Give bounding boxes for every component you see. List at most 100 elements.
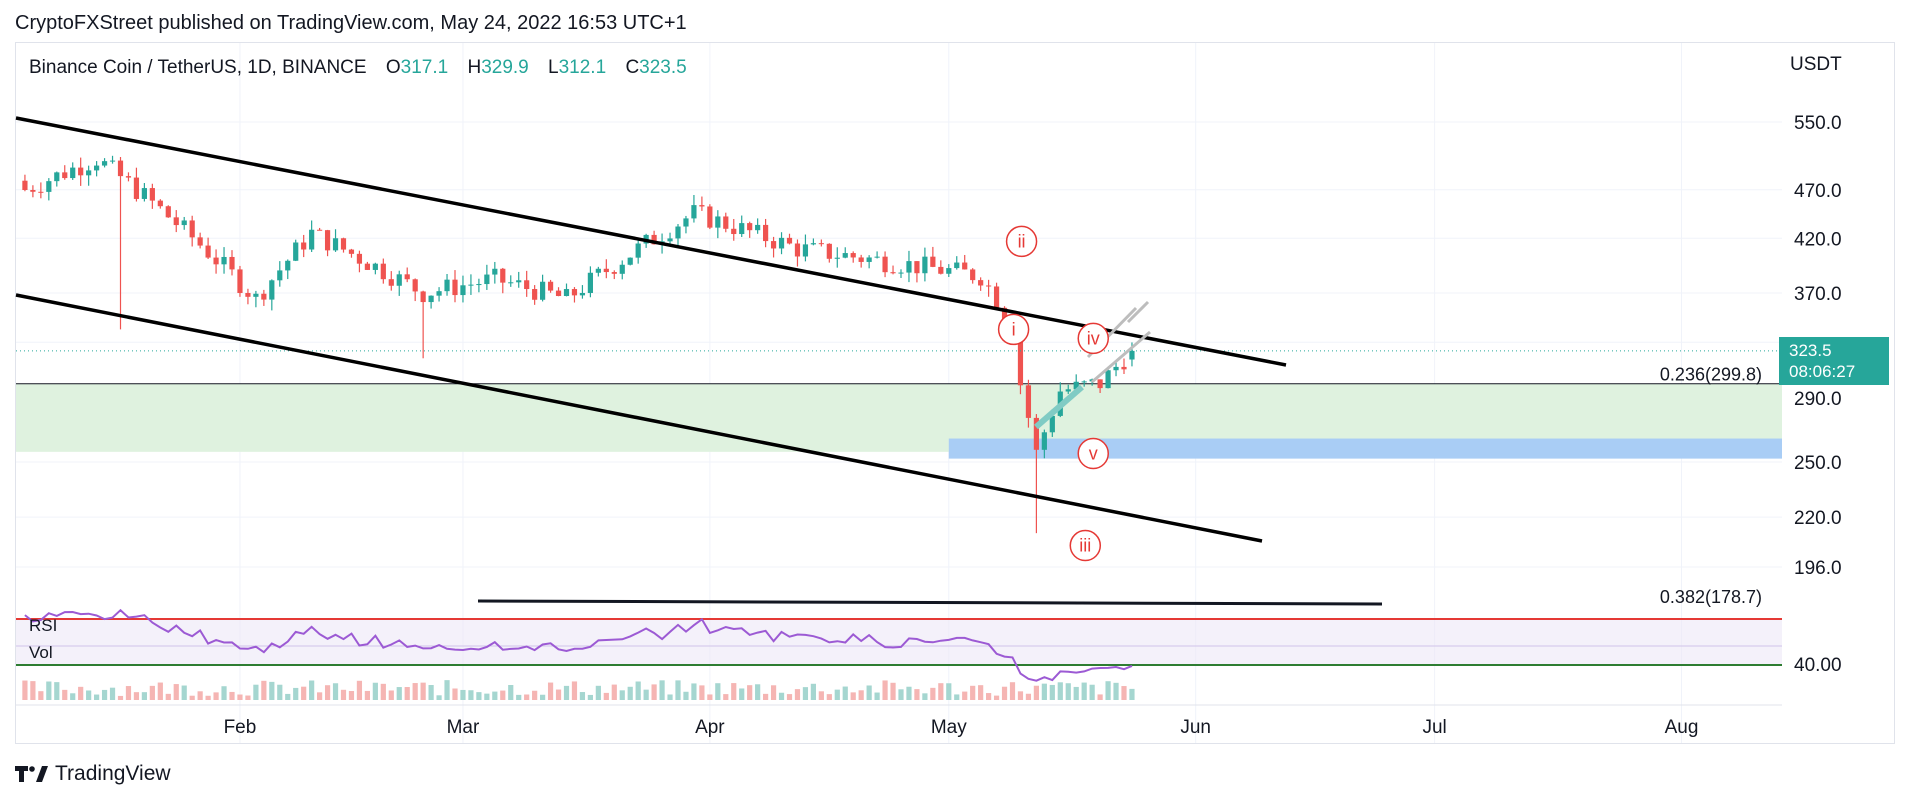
candle-body (922, 256, 928, 274)
volume-bar (699, 685, 705, 700)
volume-bar (595, 685, 601, 700)
rsi-pane (16, 608, 1782, 700)
candle-body (651, 234, 657, 245)
candle-body (173, 217, 179, 226)
candle-body (794, 243, 801, 257)
candle-body (898, 272, 904, 274)
grid-lines (16, 43, 1782, 743)
candle-body (253, 293, 259, 297)
candle-body (492, 268, 498, 275)
fib-levels: 0.236(299.8) 0.382(178.7) (16, 365, 1782, 607)
candle-body (452, 279, 458, 296)
volume-bar (22, 680, 28, 700)
wave-i-label: i (1012, 319, 1016, 339)
candle-body (547, 281, 554, 291)
volume-bar (428, 685, 434, 700)
candle-body (500, 268, 506, 283)
volume-bar (1009, 682, 1016, 700)
candle-body (340, 238, 347, 250)
open-label: O (385, 57, 401, 78)
candle-body (1025, 385, 1032, 418)
candle-body (285, 260, 291, 271)
candle-body (70, 167, 76, 179)
axes: 550.0 470.0 420.0 370.0 290.0 250.0 220.0 196.0… (16, 54, 1842, 738)
brand-name: TradingView (55, 762, 171, 785)
volume-bar (986, 693, 992, 700)
volume-bar (643, 689, 649, 700)
candle-body (412, 279, 418, 292)
volume-bar (739, 688, 745, 700)
volume-bar (587, 694, 593, 700)
candle-body (468, 284, 474, 286)
candle-body (309, 229, 315, 250)
tradingview-logo[interactable]: TradingView (15, 762, 171, 786)
publisher-line: CryptoFXStreet published on TradingView.… (15, 12, 687, 34)
candle-body (739, 223, 745, 235)
low-label: L (548, 57, 559, 78)
volume-bar (157, 682, 163, 700)
candle-body (603, 268, 609, 273)
volume-bar (404, 687, 410, 700)
candle-body (555, 290, 562, 297)
open-value: 317.1 (400, 57, 449, 78)
candle-body (1049, 415, 1055, 433)
volume-bar (237, 694, 243, 700)
candle-body (388, 279, 394, 286)
wave-i-circle (997, 313, 1030, 346)
candle-body (324, 230, 331, 251)
candle-body (563, 289, 570, 297)
wave-v-circle (1077, 437, 1109, 470)
volume-bar (763, 693, 769, 700)
volume-bar (261, 680, 267, 700)
volume-bar (117, 695, 124, 700)
volume-bar (906, 686, 912, 700)
candle-body (237, 269, 243, 293)
volume-bar (627, 686, 633, 700)
price-tick: 250.0 (1794, 453, 1842, 474)
candle-body (675, 226, 681, 239)
volume-bar (356, 680, 363, 700)
volume-bar (125, 686, 132, 700)
volume-bar (619, 690, 625, 700)
volume-bar (468, 690, 474, 700)
volume-bar (141, 692, 147, 700)
candle-body (54, 172, 60, 182)
candle-body (293, 242, 299, 261)
volume-bar (412, 683, 418, 700)
volume-bar (229, 691, 235, 700)
volume-bar (213, 692, 219, 700)
volume-bar (810, 683, 816, 700)
volume-bar (794, 689, 801, 700)
wave-ii-circle (1005, 225, 1038, 258)
volume-bar (707, 694, 713, 700)
candle-body (420, 291, 426, 303)
channel-upper-line (15, 116, 1287, 367)
candle-body (1017, 331, 1024, 386)
close-label: C (625, 57, 640, 78)
volume-bar (436, 695, 442, 700)
volume-bar (317, 692, 323, 700)
candle-body (364, 263, 370, 270)
volume-bar (946, 683, 952, 700)
candle-body (611, 272, 617, 274)
volume-bar (922, 693, 928, 700)
volume-bar (508, 685, 514, 700)
volume-bar (858, 690, 864, 700)
volume-bar (285, 693, 291, 700)
candle-body (707, 206, 713, 228)
candle-body (954, 262, 960, 269)
candle-body (1065, 389, 1071, 392)
candle-body (683, 218, 689, 227)
candle-body (245, 292, 251, 297)
volume-bar (938, 683, 944, 700)
trend-lines (15, 116, 1287, 543)
candle-body (699, 205, 705, 207)
candle-body (332, 238, 339, 251)
volume-bar (1057, 682, 1063, 700)
candle-body (46, 181, 52, 192)
candle-body (101, 161, 108, 166)
price-currency: USDT (1790, 54, 1842, 75)
candle-body (962, 262, 968, 270)
